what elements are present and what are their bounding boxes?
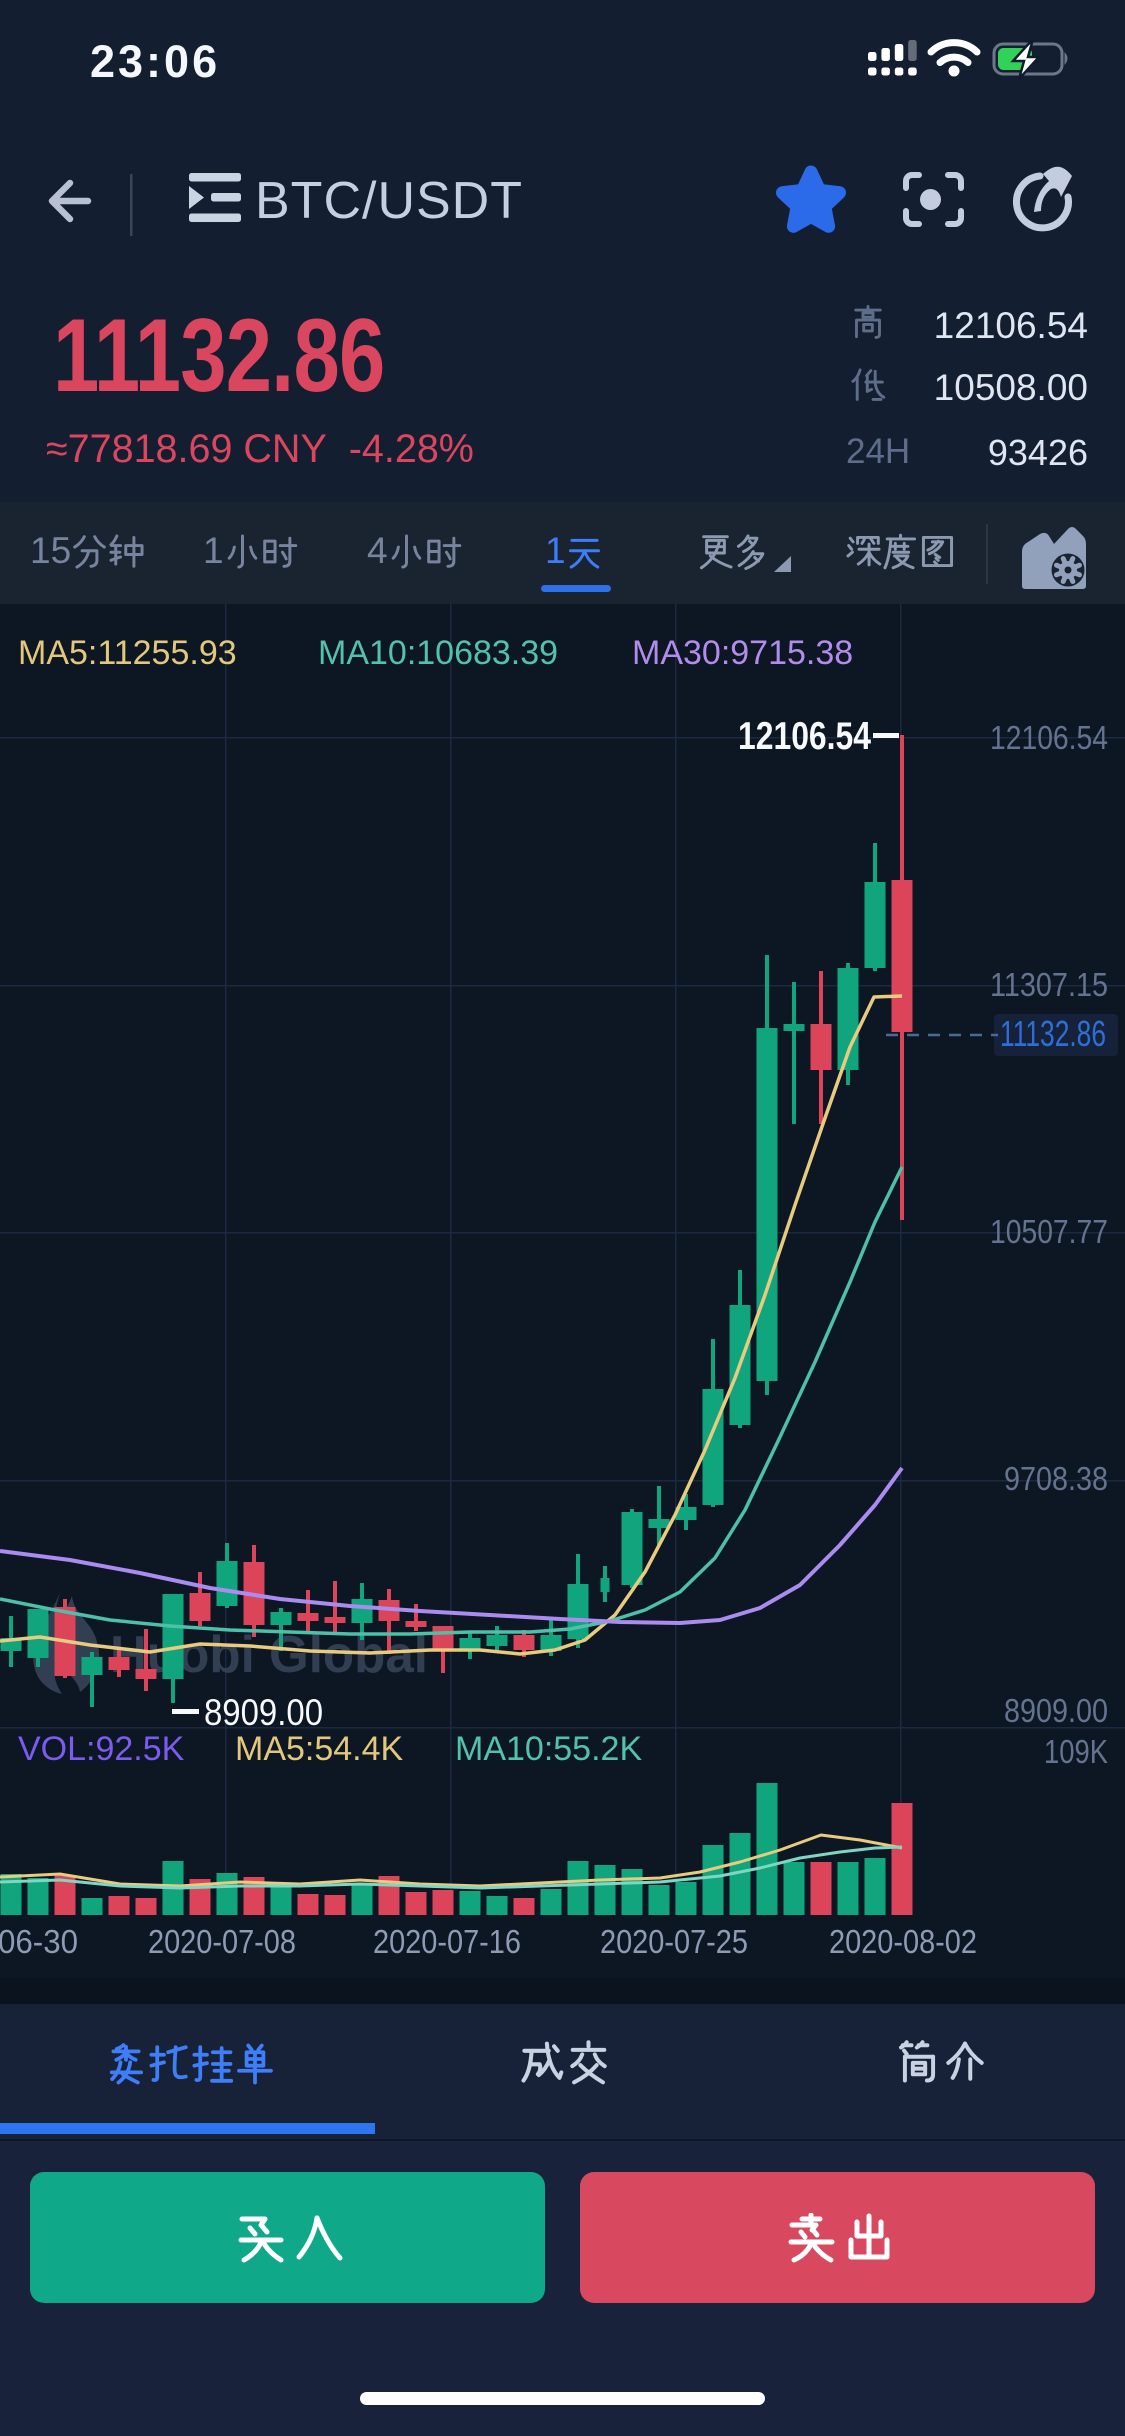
svg-text:12106.54: 12106.54 (990, 719, 1108, 756)
svg-text:109K: 109K (1044, 1733, 1108, 1770)
svg-text:MA5:11255.93: MA5:11255.93 (18, 634, 237, 672)
svg-text:VOL:92.5K: VOL:92.5K (18, 1730, 185, 1768)
svg-text:2020-07-25: 2020-07-25 (600, 1923, 748, 1960)
svg-text:2020-07-16: 2020-07-16 (373, 1923, 521, 1960)
svg-text:11307.15: 11307.15 (990, 966, 1108, 1003)
svg-text:2020-08-02: 2020-08-02 (829, 1923, 977, 1960)
svg-text:06-30: 06-30 (0, 1923, 78, 1960)
svg-text:8909.00: 8909.00 (204, 1692, 323, 1733)
svg-text:10507.77: 10507.77 (990, 1213, 1108, 1250)
svg-text:11132.86: 11132.86 (1000, 1013, 1106, 1054)
svg-text:MA5:54.4K: MA5:54.4K (235, 1730, 404, 1768)
svg-text:12106.54: 12106.54 (738, 715, 871, 758)
svg-text:9708.38: 9708.38 (1004, 1460, 1108, 1497)
svg-text:MA10:10683.39: MA10:10683.39 (318, 634, 558, 672)
svg-text:MA10:55.2K: MA10:55.2K (455, 1730, 642, 1768)
svg-text:2020-07-08: 2020-07-08 (148, 1923, 296, 1960)
svg-text:MA30:9715.38: MA30:9715.38 (632, 634, 853, 672)
svg-text:8909.00: 8909.00 (1004, 1692, 1108, 1729)
